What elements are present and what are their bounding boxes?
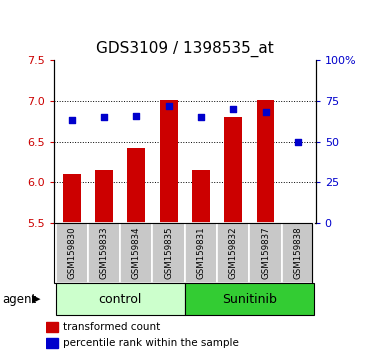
Bar bbox=[160, 100, 177, 223]
Bar bbox=[185, 283, 314, 315]
Point bbox=[295, 139, 301, 144]
Bar bbox=[217, 223, 249, 283]
Text: GSM159838: GSM159838 bbox=[293, 226, 303, 279]
Text: GSM159833: GSM159833 bbox=[99, 226, 109, 279]
Point bbox=[69, 118, 75, 123]
Point bbox=[101, 114, 107, 120]
Bar bbox=[88, 223, 120, 283]
Point bbox=[263, 109, 269, 115]
Point bbox=[230, 106, 236, 112]
Bar bbox=[282, 223, 314, 283]
Text: GSM159834: GSM159834 bbox=[132, 226, 141, 279]
Bar bbox=[120, 223, 152, 283]
Text: GSM159830: GSM159830 bbox=[67, 226, 76, 279]
Text: ▶: ▶ bbox=[32, 294, 40, 304]
Text: GSM159835: GSM159835 bbox=[164, 226, 173, 279]
Bar bbox=[257, 100, 275, 223]
Text: GSM159837: GSM159837 bbox=[261, 226, 270, 279]
Text: Sunitinib: Sunitinib bbox=[222, 293, 277, 306]
Text: control: control bbox=[99, 293, 142, 306]
Bar bbox=[192, 170, 210, 223]
Bar bbox=[46, 338, 58, 348]
Bar bbox=[224, 117, 242, 223]
Bar bbox=[95, 170, 113, 223]
Text: agent: agent bbox=[2, 293, 36, 306]
Bar bbox=[185, 223, 217, 283]
Text: GSM159832: GSM159832 bbox=[229, 226, 238, 279]
Text: transformed count: transformed count bbox=[63, 322, 161, 332]
Text: GSM159831: GSM159831 bbox=[196, 226, 206, 279]
Bar bbox=[249, 223, 282, 283]
Title: GDS3109 / 1398535_at: GDS3109 / 1398535_at bbox=[96, 41, 274, 57]
Point bbox=[198, 114, 204, 120]
Bar bbox=[63, 174, 80, 223]
Bar bbox=[55, 283, 185, 315]
Point bbox=[166, 103, 172, 109]
Bar bbox=[55, 223, 88, 283]
Text: percentile rank within the sample: percentile rank within the sample bbox=[63, 338, 239, 348]
Point bbox=[133, 113, 139, 118]
Bar bbox=[127, 148, 145, 223]
Bar bbox=[46, 322, 58, 332]
Bar bbox=[152, 223, 185, 283]
